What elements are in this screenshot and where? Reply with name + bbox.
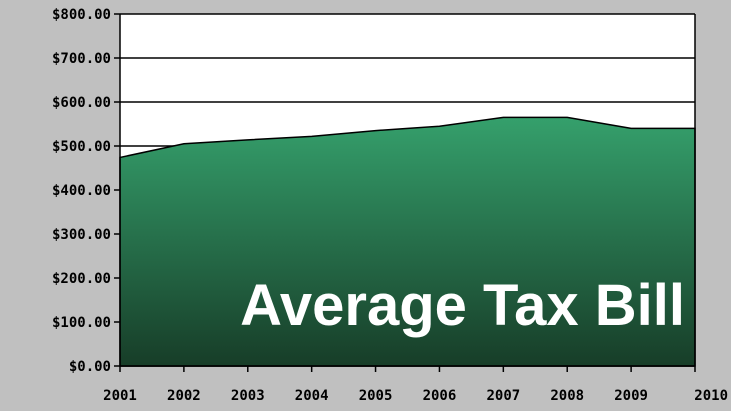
x-tick-label: 2004 (295, 388, 329, 404)
x-tick-label: 2005 (359, 388, 393, 404)
x-tick-label: 2008 (550, 388, 584, 404)
y-tick-label: $100.00 (52, 315, 111, 331)
y-tick-labels: $0.00 $100.00 $200.00 $300.00 $400.00 $500.00… (52, 7, 111, 375)
x-tick-label: 2006 (423, 388, 457, 404)
y-tick-label: $200.00 (52, 271, 111, 287)
y-tick-label: $700.00 (52, 51, 111, 67)
chart-title: Average Tax Bill (240, 273, 685, 338)
x-tick-label: 2010 (694, 388, 728, 404)
y-tick-label: $800.00 (52, 7, 111, 23)
x-tick-label: 2002 (167, 388, 201, 404)
y-tick-label: $600.00 (52, 95, 111, 111)
x-tick-labels: 2001 2002 2003 2004 2005 2006 2007 2008 2009 2010 (103, 388, 728, 404)
y-tick-label: $400.00 (52, 183, 111, 199)
y-tick-label: $500.00 (52, 139, 111, 155)
y-tick-label: $300.00 (52, 227, 111, 243)
axes (114, 13, 696, 372)
y-tick-label: $0.00 (69, 359, 111, 375)
x-tick-label: 2007 (486, 388, 520, 404)
x-tick-label: 2003 (231, 388, 265, 404)
x-tick-label: 2001 (103, 388, 137, 404)
x-tick-label: 2009 (614, 388, 648, 404)
